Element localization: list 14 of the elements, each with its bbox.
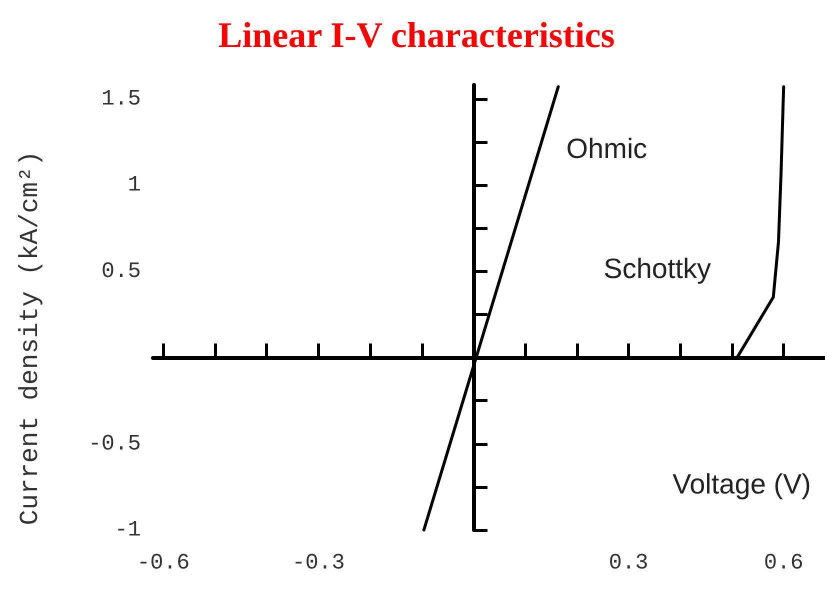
x-tick-label: 0.3 xyxy=(608,550,648,576)
y-tick-label: 0.5 xyxy=(101,258,141,284)
series-label: Ohmic xyxy=(566,133,648,164)
y-axis-title: Current density (kA/cm²) xyxy=(15,150,45,526)
chart-title: Linear I-V characteristics xyxy=(218,15,615,55)
text: Schottky xyxy=(604,253,712,284)
x-tick-label: -0.6 xyxy=(136,550,190,576)
y-tick-label: 1.5 xyxy=(101,86,141,112)
x-tick-label: -0.3 xyxy=(292,550,345,576)
y-tick-label: -1 xyxy=(114,518,141,542)
x-tick-label: 0.6 xyxy=(764,550,804,576)
y-tick-label: 1 xyxy=(128,172,141,198)
y-tick-label: -0.5 xyxy=(88,431,141,456)
x-axis-title: Voltage (V) xyxy=(672,468,812,500)
